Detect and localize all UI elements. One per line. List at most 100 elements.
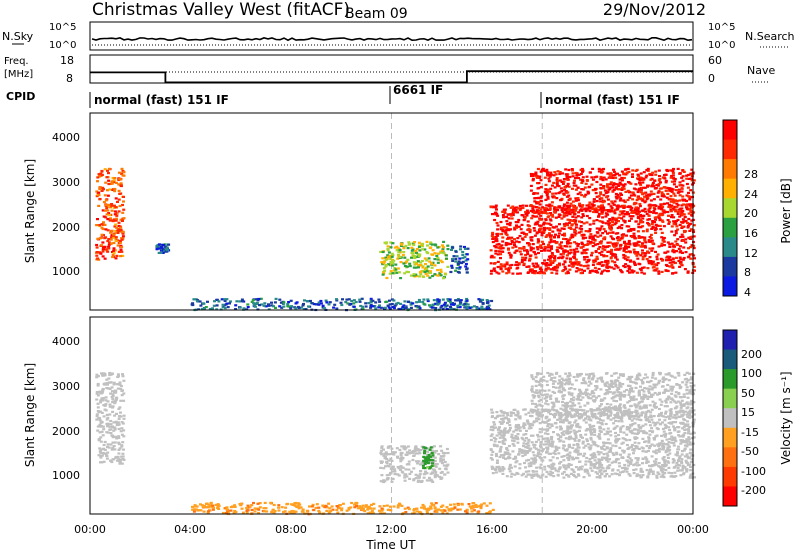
heatmap-cell bbox=[495, 208, 498, 211]
heatmap-cell bbox=[98, 419, 102, 422]
heatmap-cell bbox=[614, 438, 618, 441]
heatmap-cell bbox=[599, 451, 603, 454]
heatmap-cell bbox=[628, 215, 632, 218]
heatmap-cell bbox=[649, 199, 653, 202]
heatmap-cell bbox=[654, 170, 658, 173]
heatmap-cell bbox=[258, 502, 262, 505]
heatmap-cell bbox=[663, 251, 667, 254]
heatmap-cell bbox=[615, 242, 619, 245]
heatmap-cell bbox=[671, 416, 675, 419]
heatmap-cell bbox=[416, 255, 420, 258]
heatmap-cell bbox=[101, 425, 105, 428]
heatmap-cell bbox=[558, 246, 562, 249]
heatmap-cell bbox=[100, 223, 104, 226]
heatmap-cell bbox=[567, 206, 571, 209]
heatmap-cell bbox=[685, 438, 689, 441]
heatmap-cell bbox=[662, 225, 666, 228]
heatmap-cell bbox=[382, 479, 386, 482]
heatmap-cell bbox=[446, 451, 450, 455]
heatmap-cell bbox=[593, 187, 597, 191]
heatmap-cell bbox=[670, 214, 674, 217]
heatmap-cell bbox=[612, 168, 616, 171]
heatmap-cell bbox=[302, 308, 306, 311]
heatmap-cell bbox=[120, 167, 124, 170]
heatmap-cell bbox=[571, 175, 575, 178]
heatmap-cell bbox=[115, 412, 118, 415]
heatmap-cell bbox=[433, 258, 437, 261]
heatmap-cell bbox=[652, 211, 656, 214]
heatmap-cell bbox=[584, 236, 588, 239]
heatmap-cell bbox=[489, 428, 493, 431]
heatmap-cell bbox=[533, 223, 537, 226]
heatmap-cell bbox=[596, 472, 600, 475]
heatmap-cell bbox=[412, 243, 416, 246]
heatmap-cell bbox=[386, 464, 390, 467]
heatmap-cell bbox=[549, 213, 553, 216]
heatmap-cell bbox=[581, 214, 585, 217]
heatmap-cell bbox=[557, 257, 561, 260]
heatmap-cell bbox=[115, 217, 118, 220]
heatmap-cell bbox=[435, 449, 438, 453]
heatmap-cell bbox=[579, 225, 583, 228]
heatmap-cell bbox=[686, 186, 690, 189]
heatmap-cell bbox=[96, 402, 100, 405]
heatmap-cell bbox=[399, 261, 403, 264]
heatmap-cell bbox=[536, 433, 540, 437]
heatmap-cell bbox=[99, 456, 103, 459]
heatmap-cell bbox=[495, 271, 499, 274]
heatmap-cell bbox=[423, 248, 427, 251]
heatmap-cell bbox=[421, 248, 425, 251]
heatmap-cell bbox=[431, 468, 435, 471]
heatmap-cell bbox=[413, 449, 417, 452]
heatmap-cell bbox=[497, 242, 501, 246]
heatmap-cell bbox=[111, 410, 115, 413]
heatmap-cell bbox=[414, 445, 418, 448]
heatmap-cell bbox=[535, 420, 539, 423]
heatmap-cell bbox=[499, 445, 503, 449]
heatmap-cell bbox=[612, 245, 616, 248]
heatmap-cell bbox=[600, 253, 603, 256]
heatmap-cell bbox=[618, 239, 622, 242]
heatmap-cell bbox=[391, 272, 395, 275]
heatmap-cell bbox=[600, 197, 604, 200]
heatmap-cell bbox=[652, 198, 656, 201]
heatmap-cell bbox=[579, 433, 583, 437]
heatmap-cell bbox=[110, 434, 114, 437]
heatmap-cell bbox=[687, 255, 691, 258]
heatmap-cell bbox=[494, 426, 498, 429]
heatmap-cell bbox=[535, 215, 539, 218]
heatmap-cell bbox=[555, 183, 559, 186]
heatmap-cell bbox=[414, 275, 418, 278]
heatmap-cell bbox=[589, 454, 593, 457]
heatmap-cell bbox=[166, 249, 170, 252]
heatmap-cell bbox=[449, 301, 453, 304]
heatmap-cell bbox=[117, 224, 121, 228]
heatmap-cell bbox=[434, 509, 438, 512]
heatmap-cell bbox=[620, 176, 624, 180]
heatmap-cell bbox=[515, 240, 519, 243]
heatmap-cell bbox=[505, 272, 509, 275]
heatmap-cell bbox=[108, 188, 112, 191]
heatmap-cell bbox=[606, 183, 609, 186]
heatmap-cell bbox=[527, 465, 531, 468]
heatmap-cell bbox=[420, 479, 424, 483]
power-y-ticks: 1000 2000 3000 4000 bbox=[52, 131, 80, 278]
heatmap-cell bbox=[406, 265, 409, 268]
heatmap-cell bbox=[382, 504, 386, 508]
heatmap-cell bbox=[100, 397, 104, 400]
heatmap-cell bbox=[410, 470, 413, 473]
heatmap-cell bbox=[611, 174, 615, 177]
heatmap-cell bbox=[109, 238, 113, 241]
heatmap-cell bbox=[587, 460, 591, 463]
heatmap-cell bbox=[539, 246, 543, 249]
heatmap-cell bbox=[559, 199, 563, 202]
heatmap-cell bbox=[566, 184, 569, 188]
heatmap-cell bbox=[591, 245, 595, 248]
heatmap-cell bbox=[560, 257, 564, 260]
heatmap-cell bbox=[600, 458, 604, 461]
heatmap-cell bbox=[121, 455, 125, 458]
heatmap-cell bbox=[104, 248, 108, 251]
heatmap-cell bbox=[416, 474, 420, 477]
heatmap-cell bbox=[640, 446, 644, 449]
heatmap-cell bbox=[619, 244, 623, 247]
